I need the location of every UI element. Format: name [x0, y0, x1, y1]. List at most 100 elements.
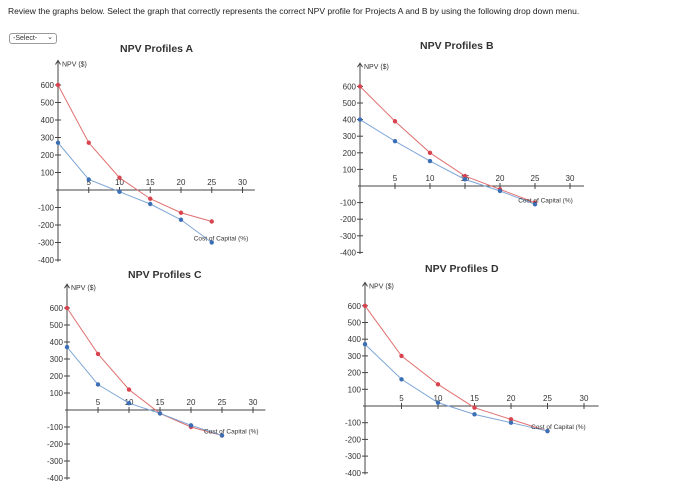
- y-tick-label: -300: [345, 452, 362, 461]
- y-tick-label: 500: [343, 99, 357, 108]
- y-tick-label: 500: [41, 99, 55, 108]
- x-axis-label: Cost of Capital (%): [531, 424, 586, 431]
- data-point-red: [472, 405, 477, 410]
- y-tick-label: 300: [343, 132, 357, 141]
- data-point-blue: [117, 189, 122, 194]
- series-line-blue: [66, 346, 223, 436]
- series-line-blue: [364, 343, 548, 432]
- y-tick-label: -100: [340, 199, 357, 208]
- x-tick-label: 30: [249, 398, 258, 407]
- data-point-blue: [532, 202, 538, 207]
- y-tick-label: -300: [340, 232, 357, 241]
- data-point-blue: [55, 140, 61, 145]
- y-tick-label: -400: [47, 474, 64, 483]
- series-line-blue: [359, 119, 536, 205]
- x-tick-label: 30: [580, 394, 589, 403]
- data-point-red: [435, 382, 441, 387]
- y-tick-label: 200: [348, 369, 362, 378]
- x-tick-label: 5: [87, 178, 92, 187]
- y-tick-label: 400: [343, 116, 357, 125]
- y-axis-arrow-icon: [64, 283, 70, 289]
- data-point-blue: [95, 382, 101, 387]
- data-point-red: [427, 150, 433, 155]
- y-tick-label: 200: [50, 372, 64, 381]
- graph-select-dropdown[interactable]: -Select- ⌄: [9, 33, 57, 44]
- y-tick-label: 100: [41, 169, 55, 178]
- y-tick-label: 500: [50, 321, 64, 330]
- title-profile-a: NPV Profiles A: [120, 43, 194, 55]
- x-tick-label: 25: [218, 398, 227, 407]
- x-tick-label: 5: [96, 398, 101, 407]
- x-tick-label: 10: [426, 174, 435, 183]
- data-point-blue: [508, 420, 514, 425]
- y-tick-label: 100: [50, 389, 64, 398]
- data-point-red: [117, 175, 122, 180]
- data-point-blue: [178, 217, 184, 222]
- select-value: -Select-: [13, 35, 38, 42]
- x-tick-label: 20: [507, 394, 516, 403]
- data-point-blue: [209, 240, 214, 245]
- data-point-red: [508, 417, 514, 422]
- y-tick-label: 400: [50, 338, 64, 347]
- x-axis-label: Cost of Capital (%): [194, 236, 249, 243]
- data-point-red: [392, 119, 398, 124]
- data-point-red: [95, 351, 101, 357]
- series-line-red: [359, 86, 536, 204]
- data-point-blue: [392, 138, 398, 144]
- y-tick-label: 400: [348, 335, 362, 344]
- data-point-red: [55, 82, 61, 88]
- x-tick-label: 20: [496, 174, 505, 183]
- y-tick-label: -400: [340, 248, 357, 257]
- y-tick-label: 200: [343, 149, 357, 158]
- instructions-text: Review the graphs below. Select the grap…: [8, 6, 580, 16]
- data-point-red: [86, 140, 91, 145]
- y-tick-label: -100: [38, 204, 55, 213]
- series-line-red: [66, 307, 223, 436]
- data-point-red: [126, 387, 132, 392]
- y-tick-label: 100: [348, 385, 362, 394]
- data-point-red: [462, 173, 468, 179]
- x-tick-label: 15: [470, 394, 479, 403]
- data-point-blue: [148, 201, 153, 207]
- y-tick-label: -300: [38, 239, 55, 248]
- series-line-red: [57, 84, 212, 222]
- data-point-blue: [497, 188, 503, 194]
- x-tick-label: 25: [207, 178, 216, 187]
- x-tick-label: 15: [156, 398, 165, 407]
- x-tick-label: 25: [531, 174, 540, 183]
- y-tick-label: -300: [47, 457, 64, 466]
- x-tick-label: 30: [238, 178, 247, 187]
- title-profile-b: NPV Profiles B: [420, 40, 494, 52]
- x-tick-label: 25: [543, 394, 552, 403]
- x-tick-label: 30: [566, 174, 575, 183]
- data-point-blue: [399, 377, 404, 382]
- x-tick-label: 5: [393, 174, 398, 183]
- y-tick-label: -100: [345, 419, 362, 428]
- y-axis-label: NPV ($): [369, 283, 394, 290]
- y-tick-label: 300: [348, 352, 362, 361]
- y-tick-label: -200: [47, 440, 64, 449]
- data-point-red: [64, 305, 70, 311]
- y-axis-arrow-icon: [55, 59, 61, 65]
- data-point-red: [209, 219, 214, 224]
- y-tick-label: 400: [41, 116, 55, 125]
- series-line-blue: [57, 142, 213, 243]
- x-tick-label: 5: [399, 394, 404, 403]
- x-axis-label: Cost of Capital (%): [518, 197, 573, 204]
- data-point-blue: [545, 428, 550, 434]
- y-tick-label: -200: [345, 435, 362, 444]
- y-tick-label: -100: [47, 423, 64, 432]
- data-point-blue: [435, 400, 441, 405]
- title-profile-c: NPV Profiles C: [128, 269, 202, 281]
- y-tick-label: 600: [50, 304, 64, 313]
- data-point-blue: [357, 117, 363, 122]
- y-tick-label: -400: [38, 256, 55, 265]
- y-tick-label: 600: [41, 81, 55, 90]
- series-line-red: [364, 305, 548, 432]
- y-tick-label: 100: [343, 165, 357, 174]
- y-tick-label: -200: [38, 221, 55, 230]
- data-point-blue: [427, 158, 433, 164]
